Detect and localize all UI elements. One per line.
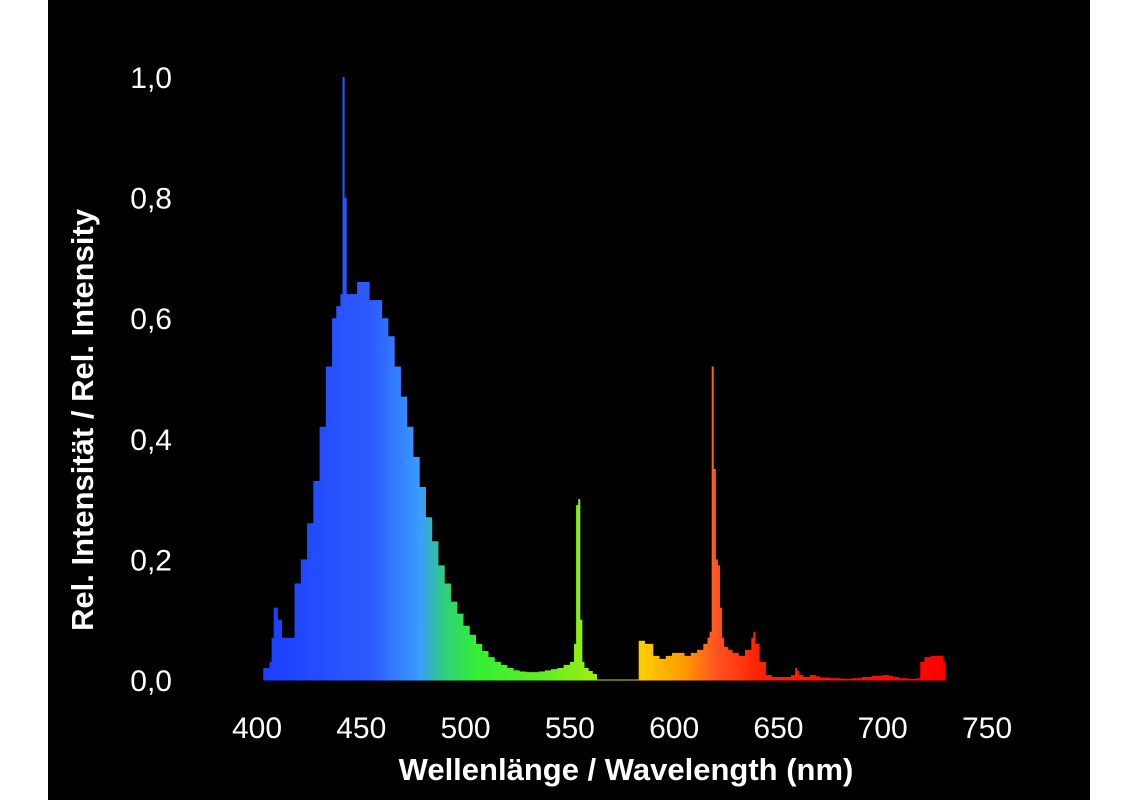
x-tick-label: 750 [962, 712, 1012, 745]
left-margin [0, 0, 48, 800]
x-tick-label: 700 [858, 712, 908, 745]
y-tick-label: 1,0 [130, 62, 172, 95]
y-tick-label: 0,8 [130, 183, 172, 216]
x-tick-label: 500 [441, 712, 491, 745]
right-margin [1090, 0, 1140, 800]
x-tick-label: 450 [336, 712, 386, 745]
x-axis-title: Wellenlänge / Wavelength (nm) [399, 752, 854, 787]
y-tick-label: 0,4 [130, 424, 172, 457]
y-tick-label: 0,0 [130, 665, 172, 698]
x-tick-label: 400 [232, 712, 282, 745]
x-tick-label: 650 [753, 712, 803, 745]
y-axis-title: Rel. Intensität / Rel. Intensity [65, 208, 100, 631]
y-tick-label: 0,2 [130, 544, 172, 577]
y-tick-label: 0,6 [130, 303, 172, 336]
spectrum-area [263, 77, 946, 680]
x-tick-label: 600 [649, 712, 699, 745]
x-tick-label: 550 [545, 712, 595, 745]
